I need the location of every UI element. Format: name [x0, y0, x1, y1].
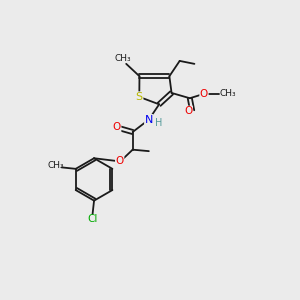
Text: CH₃: CH₃ — [219, 89, 236, 98]
Text: CH₃: CH₃ — [47, 161, 64, 170]
Text: O: O — [184, 106, 193, 116]
Text: S: S — [136, 92, 143, 102]
Text: O: O — [116, 156, 124, 166]
Text: H: H — [154, 118, 162, 128]
Text: N: N — [145, 115, 153, 124]
Text: Cl: Cl — [87, 214, 98, 224]
Text: CH₃: CH₃ — [114, 54, 131, 63]
Text: O: O — [112, 122, 121, 132]
Text: O: O — [200, 89, 208, 99]
